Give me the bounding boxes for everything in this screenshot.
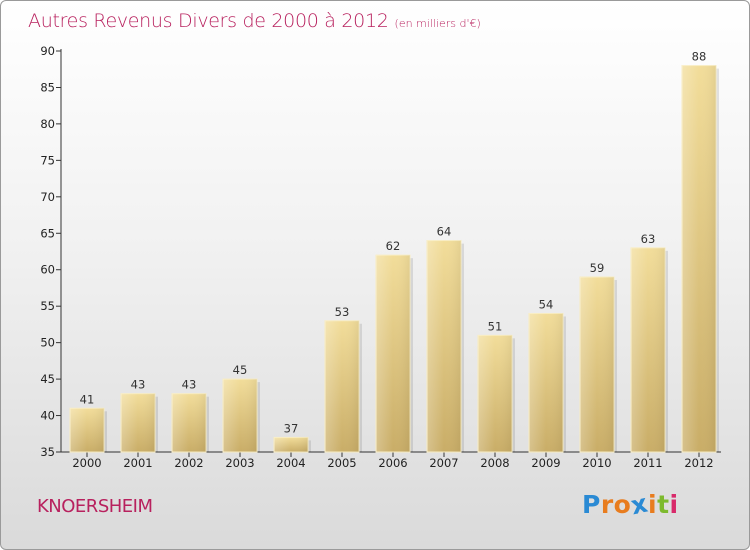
bar-shine — [580, 277, 614, 452]
y-tick-label: 80 — [40, 117, 55, 131]
x-tick-label: 2003 — [225, 456, 254, 470]
y-tick-label: 35 — [40, 445, 55, 459]
chart-title-text: Autres Revenus Divers de 2000 à 2012 — [28, 10, 389, 32]
bar-shine — [70, 408, 104, 452]
bar-shine — [274, 437, 308, 452]
x-tick-label: 2005 — [327, 456, 356, 470]
bar-value-label: 54 — [539, 297, 554, 311]
x-tick-label: 2004 — [276, 456, 305, 470]
logo-letter: o — [613, 490, 632, 519]
logo-letter: i — [648, 490, 658, 519]
x-tick-label: 2002 — [174, 456, 203, 470]
y-tick-label: 45 — [40, 372, 55, 386]
bar-shine — [121, 393, 155, 452]
logo-letter: P — [582, 490, 601, 519]
bar-value-label: 45 — [233, 363, 248, 377]
x-tick-label: 2007 — [429, 456, 458, 470]
x-tick-label: 2000 — [72, 456, 101, 470]
bar-value-label: 53 — [335, 305, 350, 319]
x-tick-label: 2010 — [582, 456, 611, 470]
y-tick-label: 85 — [40, 80, 55, 94]
x-tick-label: 2008 — [480, 456, 509, 470]
bar-shine — [427, 240, 461, 452]
x-tick-label: 2011 — [633, 456, 662, 470]
y-tick-label: 65 — [40, 226, 55, 240]
bar-value-label: 59 — [590, 261, 605, 275]
bar-shine — [376, 255, 410, 452]
bar-value-label: 37 — [284, 421, 299, 435]
bars — [69, 65, 719, 453]
bar-value-label: 88 — [692, 50, 707, 64]
logo-letter: r — [600, 490, 614, 519]
y-tick-label: 50 — [40, 336, 55, 350]
bar-value-label: 43 — [131, 378, 146, 392]
y-tick-label: 75 — [40, 153, 55, 167]
bar-value-label: 62 — [386, 239, 401, 253]
bar-value-label: 63 — [641, 232, 656, 246]
bar-shine — [631, 247, 665, 452]
y-tick-label: 55 — [40, 299, 55, 313]
bar-value-label: 43 — [182, 378, 197, 392]
y-tick-label: 70 — [40, 190, 55, 204]
chart-subtitle: (en milliers d'€) — [394, 17, 481, 30]
place-name: KNOERSHEIM — [37, 496, 153, 517]
x-tick-label: 2001 — [123, 456, 152, 470]
y-tick-label: 60 — [40, 263, 55, 277]
bar-value-label: 64 — [437, 225, 452, 239]
data-labels: 41 43 43 45 37 53 62 64 51 54 59 63 88 — [80, 50, 707, 436]
x-tick-label: 2006 — [378, 456, 407, 470]
x-tick-label: 2012 — [684, 456, 713, 470]
bar-shine — [325, 320, 359, 452]
y-tick-label: 40 — [40, 409, 55, 423]
logo-letter: t — [657, 490, 670, 519]
bar-shine — [223, 379, 257, 452]
logo-letter: i — [669, 490, 679, 519]
bar-value-label: 41 — [80, 392, 95, 406]
bar-value-label: 51 — [488, 319, 503, 333]
bar-shine — [478, 335, 512, 452]
bar-shine — [172, 393, 206, 452]
proxiti-logo: Proxiti — [582, 489, 679, 522]
bar-shine — [682, 65, 716, 452]
chart-title: Autres Revenus Divers de 2000 à 2012 (en … — [28, 10, 481, 32]
x-tick-label: 2009 — [531, 456, 560, 470]
y-tick-label: 90 — [40, 44, 55, 58]
bar-shine — [529, 313, 563, 452]
